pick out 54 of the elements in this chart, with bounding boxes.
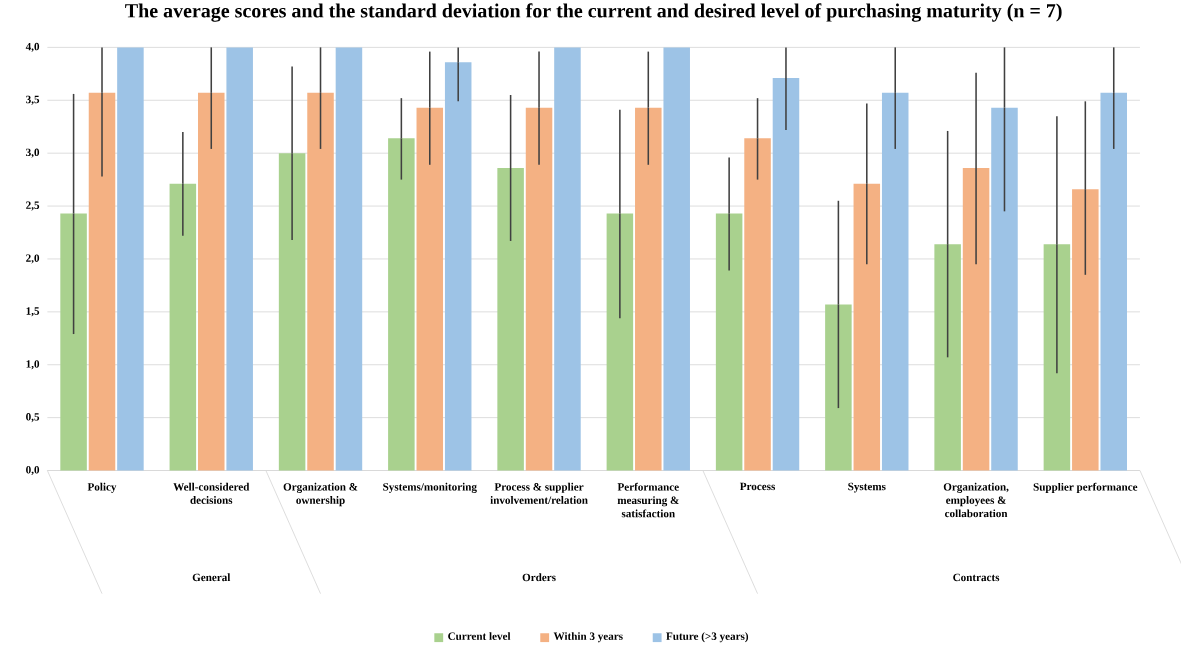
legend-label: Future (>3 years) [666,632,749,643]
x-tick-label: Process & supplier involvement/relation [490,482,588,504]
bar [278,153,306,471]
y-tick-label: 1,0 [26,360,40,370]
legend-label: Within 3 years [553,632,623,643]
bar [934,243,961,471]
bar [772,77,800,471]
y-tick-label: 0,0 [26,465,40,475]
y-tick-label: 1,5 [26,307,40,317]
y-tick-label: 2,0 [26,254,40,264]
text: Orders [522,573,556,581]
bar [663,47,690,471]
chart-title: The average scores and the standard deviation for the current and desired level of purchasing maturity (n = 7) [125,3,1062,22]
bar [635,107,662,471]
bar [606,213,634,471]
y-tick-label: 4,0 [25,42,40,52]
bar [307,92,334,471]
x-tick-label: Well-considered decisions [173,482,250,504]
bar [744,138,771,471]
bar [991,107,1018,471]
bar [497,167,524,471]
bar [388,138,415,471]
bar [226,47,253,471]
x-tick-label: Organization & ownership [283,482,358,507]
bar [335,47,363,471]
bar [881,92,909,471]
x-tick-label: Organization, employees & collaboration [943,482,1009,518]
bar [1072,188,1099,471]
bar [88,92,116,471]
bar [525,107,553,471]
legend-label: Current level [448,632,511,640]
y-tick-label: 0,5 [26,412,40,423]
bar [60,213,87,471]
y-tick-label: 3,5 [26,95,40,105]
bar [1100,92,1127,471]
bar [198,92,225,471]
bar [117,47,144,471]
bar [962,167,990,471]
bar [853,183,881,471]
x-tick-label: Systems/monitoring [383,482,477,493]
bar [444,62,472,471]
text: General [192,573,231,581]
x-tick-label: Performance measuring & satisfaction [617,482,679,518]
y-tick-label: 3,0 [26,148,40,158]
x-tick-label: Systems [848,482,886,493]
x-tick-label: Supplier performance [1033,482,1138,493]
bar [416,107,444,471]
x-tick-label: Process [739,482,776,491]
bar [169,183,197,471]
x-tick-label: Policy [87,482,117,493]
bar [715,213,743,471]
y-tick-label: 2,5 [26,201,40,211]
text: Contracts [953,573,1000,581]
bar [554,47,581,471]
